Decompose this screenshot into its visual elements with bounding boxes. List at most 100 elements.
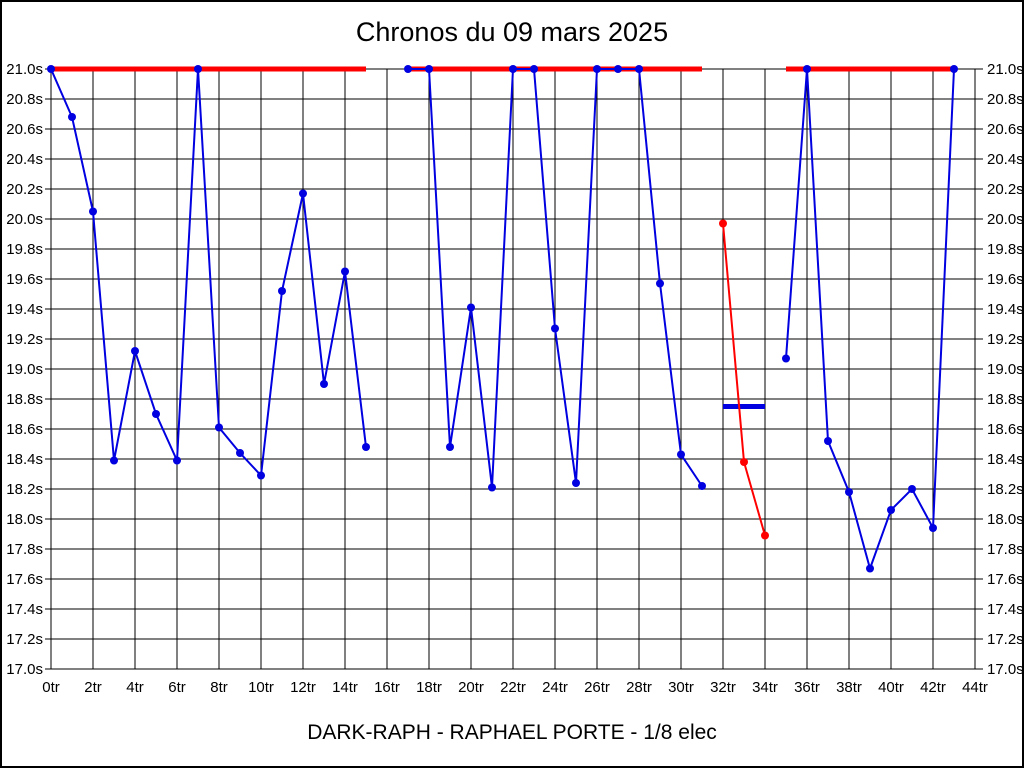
y-axis-label-right: 19.8s [987, 241, 1024, 258]
y-axis-label-left: 18.6s [6, 421, 43, 438]
y-axis-label-left: 19.6s [6, 271, 43, 288]
lap-times-blue-run-1-point [236, 449, 244, 457]
lap-times-blue-run-2-point [614, 65, 622, 73]
y-axis-label-left: 17.6s [6, 571, 43, 588]
y-axis-label-left: 17.4s [6, 601, 43, 618]
lap-times-blue-run-3-point [929, 524, 937, 532]
lap-times-blue-run-2-point [446, 443, 454, 451]
y-axis-label-right: 18.6s [987, 421, 1024, 438]
chart-title: Chronos du 09 mars 2025 [355, 17, 669, 47]
y-axis-label-right: 19.2s [987, 331, 1024, 348]
y-axis-label-left: 18.4s [6, 451, 43, 468]
lap-times-red-point [719, 219, 727, 228]
x-axis-label: 18tr [416, 679, 442, 696]
x-axis-label: 22tr [500, 679, 526, 696]
x-axis-label: 30tr [668, 679, 694, 696]
lap-times-blue-run-1-point [299, 189, 307, 198]
lap-times-blue-run-1-line [50, 68, 367, 478]
y-axis-label-right: 20.0s [987, 211, 1024, 228]
x-axis-label: 14tr [332, 679, 358, 696]
lap-times-blue-run-1-point [110, 456, 118, 465]
lap-times-blue-run-2-point [404, 65, 412, 73]
y-axis-label-right: 17.4s [987, 601, 1024, 618]
lap-times-red-point [761, 531, 769, 540]
y-axis-label-left: 19.4s [6, 301, 43, 318]
x-axis-label: 20tr [458, 679, 484, 696]
x-axis-label: 12tr [290, 679, 316, 696]
lap-times-blue-run-1-point [278, 287, 286, 295]
x-axis-label: 8tr [210, 679, 228, 696]
lap-times-blue-run-3-point [824, 437, 832, 445]
x-axis-label: 6tr [168, 679, 186, 696]
lap-times-blue-run-2-point [677, 450, 685, 459]
lap-times-blue-run-1-point [89, 207, 97, 216]
lap-times-blue-run-2-point [593, 65, 601, 73]
x-axis-label: 0tr [42, 679, 60, 696]
lap-times-blue-run-2-point [530, 65, 538, 73]
lap-times-blue-run-3-point [782, 354, 790, 363]
y-axis-label-right: 20.6s [987, 121, 1024, 138]
y-axis-label-right: 18.4s [987, 451, 1024, 468]
lap-times-blue-run-2-point [425, 65, 433, 73]
lap-times-blue-run-1-point [362, 443, 370, 451]
y-axis-label-left: 19.2s [6, 331, 43, 348]
y-axis-label-left: 18.8s [6, 391, 43, 408]
y-axis-label-right: 19.4s [987, 301, 1024, 318]
y-axis-label-left: 20.4s [6, 151, 43, 168]
x-axis-label: 2tr [84, 679, 102, 696]
y-axis-label-left: 18.0s [6, 511, 43, 528]
y-axis-label-right: 18.0s [987, 511, 1024, 528]
y-axis-label-left: 18.2s [6, 481, 43, 498]
lap-times-blue-run-2-point [656, 279, 664, 288]
y-axis-label-left: 17.2s [6, 631, 43, 648]
x-axis-label: 42tr [920, 679, 946, 696]
lap-times-blue-run-2-point [572, 479, 580, 487]
x-axis-label: 40tr [878, 679, 904, 696]
lap-times-blue-run-3-point [845, 488, 853, 496]
y-axis-label-right: 17.2s [987, 631, 1024, 648]
lap-times-blue-run-1-point [257, 471, 265, 480]
lap-times-blue-run-3-point [908, 485, 916, 493]
x-axis-label: 10tr [248, 679, 274, 696]
driver-caption: DARK-RAPH - RAPHAEL PORTE - 1/8 elec [307, 721, 717, 744]
y-axis-label-left: 17.8s [6, 541, 43, 558]
y-axis-label-left: 21.0s [6, 61, 43, 78]
lap-times-blue-run-3-line [785, 68, 955, 572]
lap-times-blue-run-1-point [68, 113, 76, 121]
x-axis-label: 16tr [374, 679, 400, 696]
lap-times-red-point [740, 458, 748, 466]
y-axis-label-left: 20.8s [6, 91, 43, 108]
y-axis-label-left: 20.2s [6, 181, 43, 198]
x-axis-label: 28tr [626, 679, 652, 696]
y-axis-label-left: 20.0s [6, 211, 43, 228]
lap-times-blue-run-1-point [173, 456, 181, 465]
lap-times-blue-run-2-point [698, 482, 706, 490]
lap-times-blue-run-3-point [887, 506, 895, 514]
y-axis-label-right: 21.0s [987, 61, 1024, 78]
lap-times-blue-run-1-point [341, 267, 349, 276]
x-axis-label: 24tr [542, 679, 568, 696]
x-axis-label: 38tr [836, 679, 862, 696]
x-axis-label: 32tr [710, 679, 736, 696]
lap-times-blue-run-1-point [194, 65, 202, 73]
y-axis-label-right: 18.8s [987, 391, 1024, 408]
y-axis-label-left: 19.0s [6, 361, 43, 378]
lap-times-blue-run-2-point [467, 303, 475, 312]
lap-times-blue-run-1-point [131, 347, 139, 355]
y-axis-label-left: 17.0s [6, 661, 43, 678]
y-axis-label-left: 19.8s [6, 241, 43, 258]
x-axis-label: 26tr [584, 679, 610, 696]
lap-times-blue-run-3-point [866, 564, 874, 573]
x-axis-label: 34tr [752, 679, 778, 696]
y-axis-label-right: 19.6s [987, 271, 1024, 288]
x-axis-label: 4tr [126, 679, 144, 696]
lap-times-blue-run-2-point [488, 483, 496, 492]
x-axis-label: 36tr [794, 679, 820, 696]
lap-times-blue-run-1-point [320, 380, 328, 388]
y-axis-label-right: 17.8s [987, 541, 1024, 558]
lap-times-blue-run-3-point [950, 65, 958, 73]
y-axis-label-right: 19.0s [987, 361, 1024, 378]
x-axis-label: 44tr [962, 679, 988, 696]
